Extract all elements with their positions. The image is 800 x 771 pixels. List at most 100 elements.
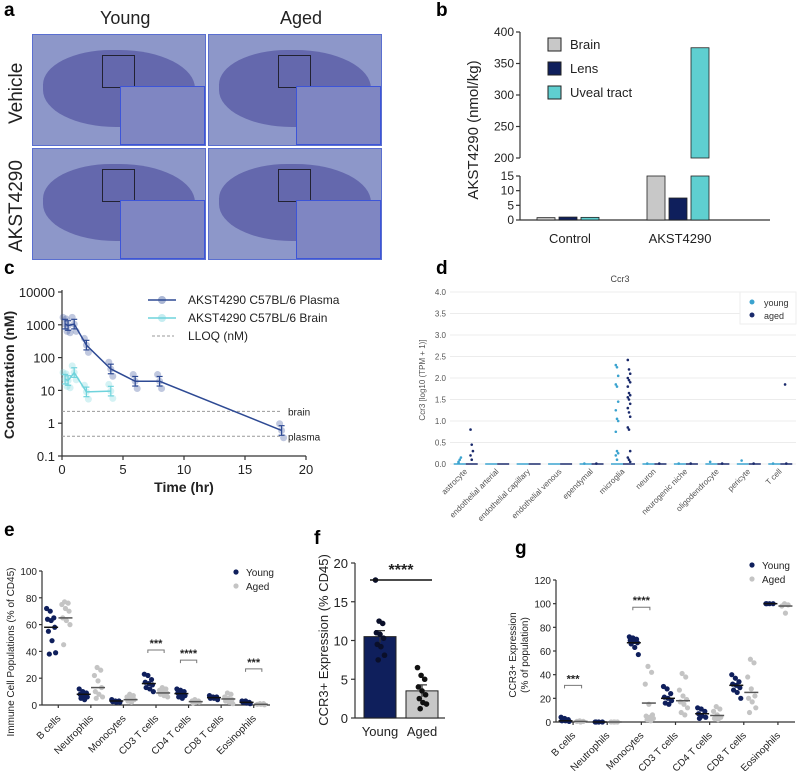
g-data-point bbox=[676, 687, 683, 693]
e-data-point bbox=[63, 617, 69, 624]
g-data-point bbox=[642, 681, 648, 687]
b-ytick-label: 250 bbox=[494, 120, 514, 134]
d-data-point bbox=[469, 454, 472, 457]
c-legend-marker bbox=[158, 296, 166, 304]
d-data-point bbox=[614, 430, 618, 434]
histology-aged-akst4290 bbox=[208, 148, 382, 260]
f-significance: **** bbox=[389, 562, 415, 579]
g-sig-bracket bbox=[632, 606, 651, 611]
e-data-point bbox=[147, 686, 153, 692]
e-y-label: Immune Cell Populations (% of CD45) bbox=[6, 568, 17, 737]
e-sig-bracket bbox=[245, 668, 263, 672]
e-data-point bbox=[53, 650, 59, 656]
g-data-point bbox=[635, 651, 641, 658]
c-ytick-label: 100 bbox=[33, 351, 55, 366]
g-data-point bbox=[683, 674, 689, 680]
e-data-point bbox=[62, 605, 69, 612]
c-ytick-label: 10 bbox=[41, 383, 55, 398]
d-data-point bbox=[628, 415, 632, 419]
c-lloq-label: brain bbox=[288, 407, 310, 418]
g-data-point bbox=[734, 689, 740, 696]
d-data-point bbox=[626, 406, 630, 410]
col-label-aged: Aged bbox=[280, 8, 323, 28]
d-data-point bbox=[627, 411, 631, 414]
b-ytick-label: 400 bbox=[494, 25, 514, 39]
e-significance: *** bbox=[247, 657, 261, 669]
f-y-label: CCR3+ Expression (% CD45) bbox=[316, 554, 331, 726]
d-data-point bbox=[616, 374, 620, 378]
d-data-point bbox=[614, 363, 618, 367]
d-data-point bbox=[677, 462, 681, 465]
e-data-point bbox=[95, 678, 101, 684]
e-legend-label: Aged bbox=[246, 582, 269, 593]
g-ytick-label: 80 bbox=[540, 623, 552, 634]
d-data-point bbox=[628, 402, 632, 406]
e-data-point bbox=[148, 676, 155, 683]
e-ytick-label: 100 bbox=[20, 567, 37, 578]
f-data-point bbox=[377, 631, 383, 638]
histology-aged-vehicle bbox=[208, 34, 382, 146]
d-ytick-label: 0.5 bbox=[435, 439, 447, 448]
d-data-point bbox=[470, 458, 474, 462]
g-ytick-label: 120 bbox=[534, 576, 551, 587]
d-xtick-label: ependymal bbox=[561, 467, 595, 501]
d-data-point bbox=[614, 408, 618, 412]
g-data-point bbox=[749, 699, 755, 705]
e-data-point bbox=[230, 701, 236, 707]
c-ytick-label: 1 bbox=[48, 416, 55, 431]
c-data-point bbox=[63, 382, 71, 390]
b-legend-swatch bbox=[547, 85, 562, 100]
d-data-point bbox=[628, 449, 632, 453]
d-data-point bbox=[627, 428, 631, 431]
e-data-point bbox=[92, 689, 98, 695]
e-data-point bbox=[48, 617, 54, 624]
b-ytick-label: 300 bbox=[494, 88, 514, 102]
d-xtick-label: T cell bbox=[764, 467, 784, 487]
e-significance: **** bbox=[180, 648, 198, 660]
f-category-label: Young bbox=[362, 724, 398, 739]
d-legend-marker bbox=[749, 312, 755, 318]
e-data-point bbox=[165, 694, 171, 700]
d-xtick-label: pericyte bbox=[726, 467, 753, 494]
d-data-point bbox=[627, 458, 631, 462]
b-bar bbox=[668, 197, 688, 221]
d-ytick-label: 4.0 bbox=[435, 288, 447, 297]
e-data-point bbox=[228, 691, 234, 697]
f-ytick-label: 0 bbox=[341, 711, 348, 726]
d-data-point bbox=[627, 368, 631, 371]
g-data-point bbox=[782, 610, 789, 616]
g-y-label-2: (% of population) bbox=[520, 617, 531, 693]
histology-young-vehicle bbox=[32, 34, 206, 146]
d-data-point bbox=[615, 449, 619, 453]
d-data-point bbox=[595, 462, 598, 465]
b-ytick-label: 10 bbox=[501, 184, 515, 198]
g-data-point bbox=[747, 656, 753, 662]
e-data-point bbox=[44, 605, 50, 612]
d-data-point bbox=[616, 419, 620, 423]
g-data-point bbox=[664, 686, 670, 692]
c-ytick-label: 1000 bbox=[26, 318, 55, 333]
g-data-point bbox=[702, 708, 708, 714]
g-data-point bbox=[684, 705, 691, 711]
c-data-point bbox=[66, 329, 74, 337]
c-data-point bbox=[84, 395, 92, 403]
d-data-point bbox=[784, 462, 788, 465]
d-data-point bbox=[783, 383, 787, 386]
f-data-point bbox=[375, 657, 382, 663]
b-ytick-label: 0 bbox=[507, 213, 514, 227]
d-data-point bbox=[628, 460, 632, 464]
f-data-point bbox=[381, 652, 388, 659]
f-ytick-label: 20 bbox=[334, 556, 348, 571]
e-ytick-label: 60 bbox=[26, 621, 38, 632]
f-data-point bbox=[423, 701, 430, 707]
g-y-label: CCR3+ Expression bbox=[508, 612, 519, 697]
panel-label-d: d bbox=[436, 258, 448, 279]
e-ytick-label: 80 bbox=[26, 594, 38, 605]
d-data-point bbox=[614, 383, 618, 386]
c-xtick-label: 10 bbox=[177, 462, 191, 477]
d-data-point bbox=[657, 462, 661, 465]
e-data-point bbox=[91, 672, 98, 679]
f-category-label: Aged bbox=[407, 724, 437, 739]
d-data-point bbox=[626, 456, 630, 459]
e-legend-marker bbox=[233, 583, 239, 589]
